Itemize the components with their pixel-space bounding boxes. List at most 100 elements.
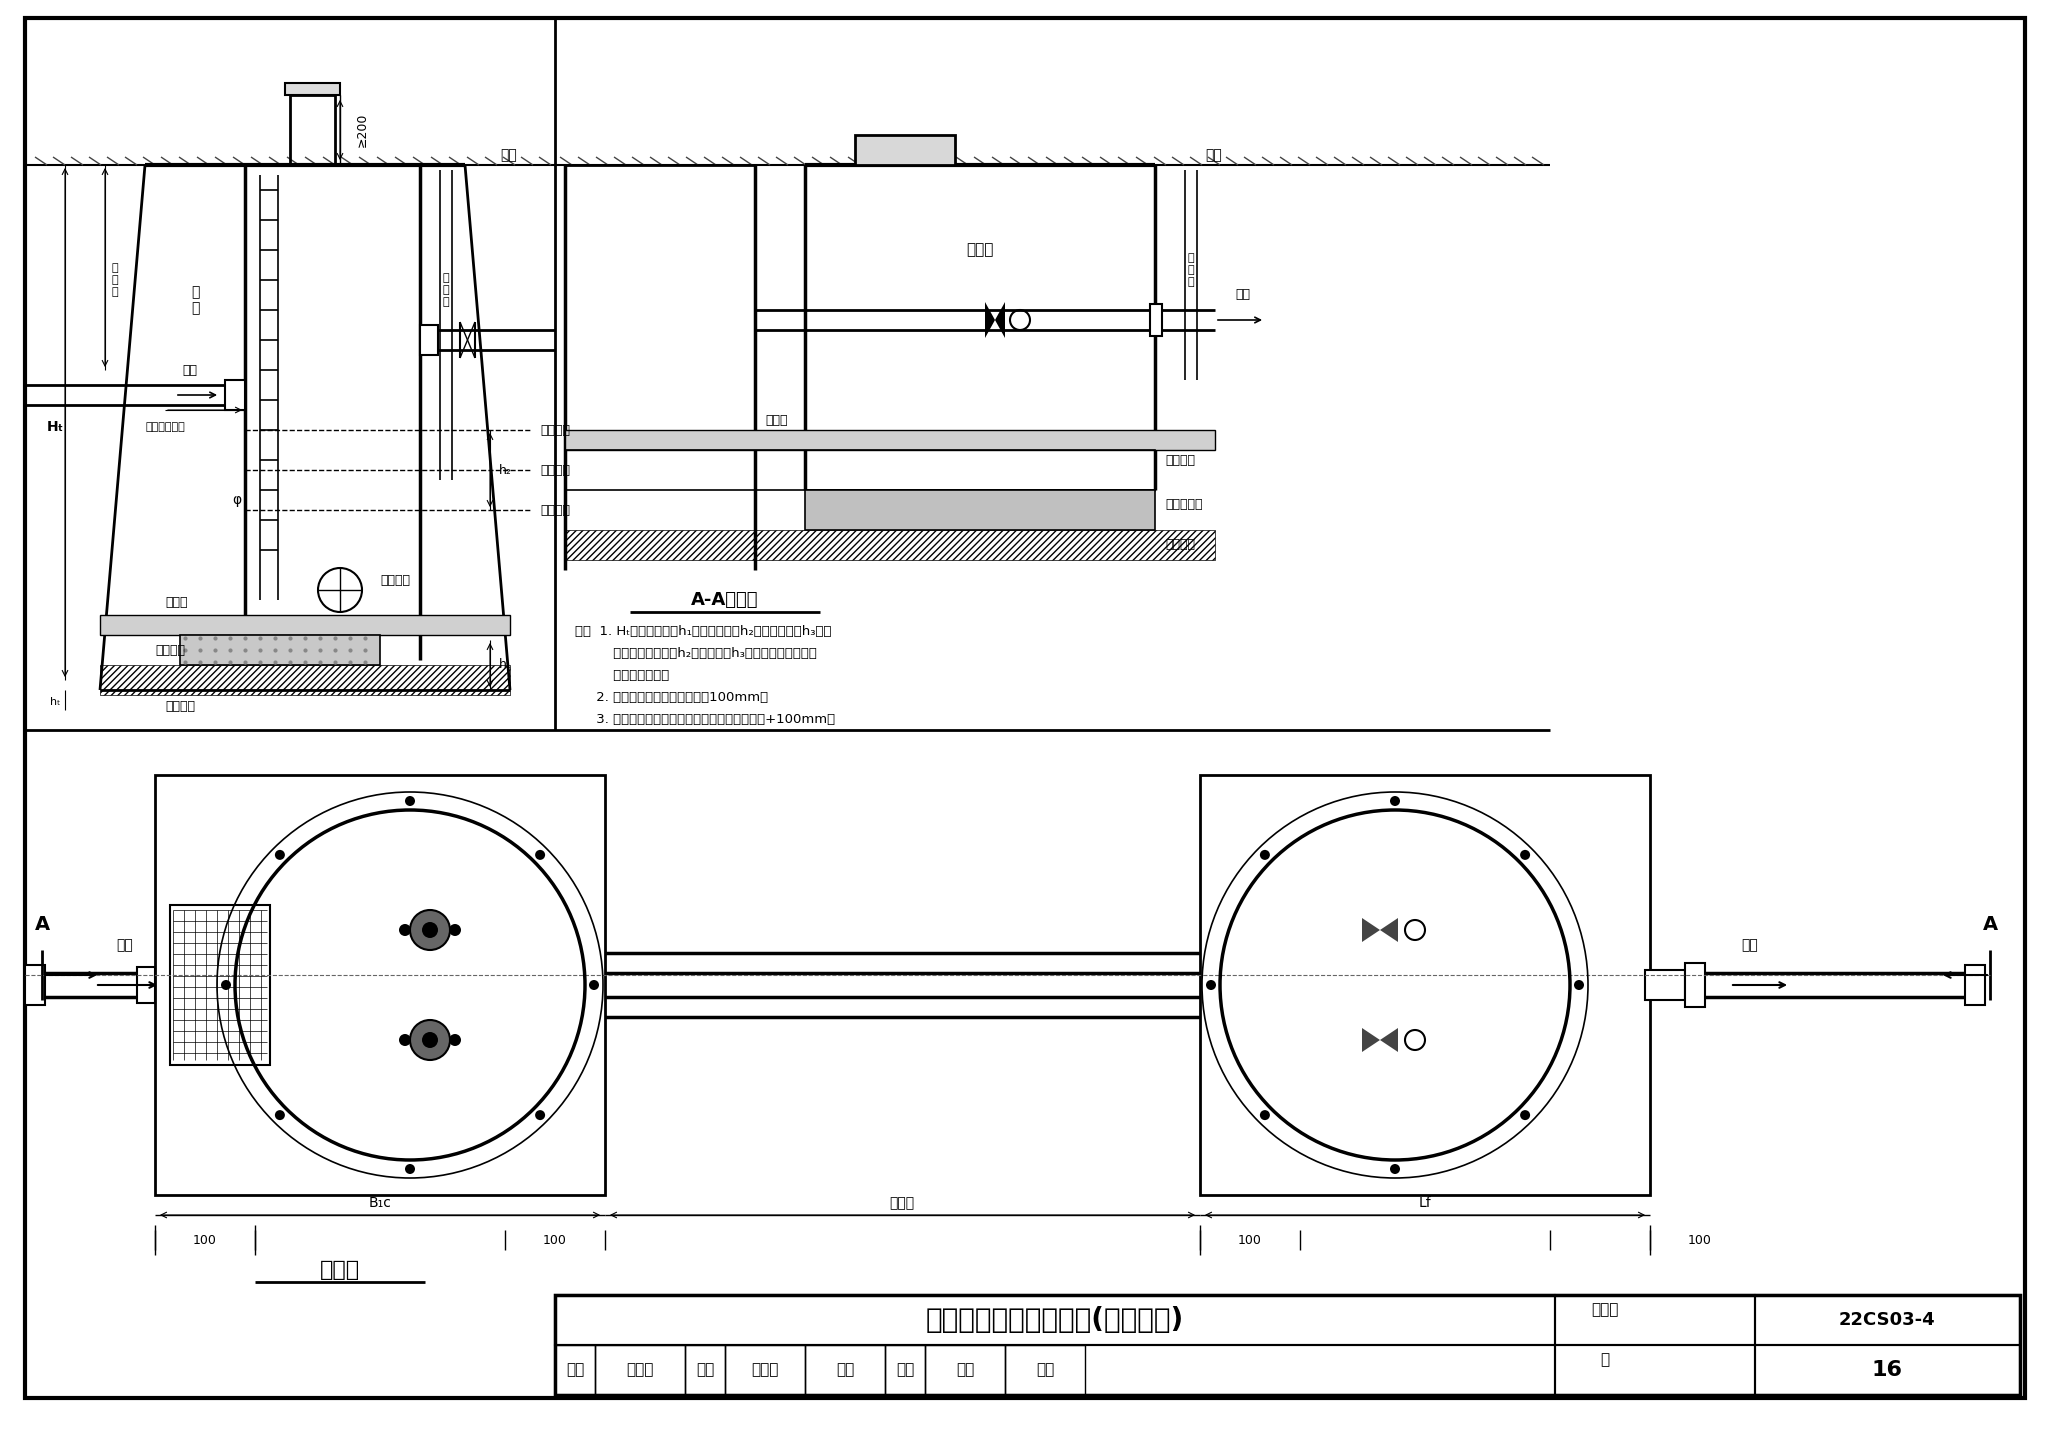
Polygon shape bbox=[985, 302, 1006, 338]
Circle shape bbox=[274, 1111, 285, 1121]
Text: Lf: Lf bbox=[1419, 1196, 1432, 1210]
Circle shape bbox=[449, 924, 461, 936]
Text: 筒体基础: 筒体基础 bbox=[156, 643, 184, 656]
Circle shape bbox=[399, 924, 412, 936]
Text: A: A bbox=[1982, 915, 1997, 934]
Polygon shape bbox=[1362, 1028, 1399, 1053]
Text: 平面图: 平面图 bbox=[319, 1259, 360, 1280]
Bar bbox=[1554, 1296, 1755, 1345]
Text: 进水管底标高: 进水管底标高 bbox=[145, 422, 184, 432]
Text: 进水: 进水 bbox=[182, 363, 197, 376]
Circle shape bbox=[406, 795, 416, 805]
Bar bbox=[885, 1345, 926, 1395]
Circle shape bbox=[449, 1034, 461, 1045]
Bar bbox=[420, 325, 438, 356]
Bar bbox=[725, 1345, 805, 1395]
Text: hₜ: hₜ bbox=[49, 697, 59, 707]
Text: 液位仅为示意。: 液位仅为示意。 bbox=[575, 669, 670, 683]
Text: 报警液位: 报警液位 bbox=[541, 424, 569, 437]
Text: 阀门井: 阀门井 bbox=[967, 243, 993, 257]
Text: 保护层: 保护层 bbox=[766, 414, 788, 427]
Circle shape bbox=[535, 850, 545, 860]
Text: 阀门井基础: 阀门井基础 bbox=[1165, 499, 1202, 512]
Text: φ: φ bbox=[231, 493, 242, 508]
Text: 基础垫层: 基础垫层 bbox=[1165, 538, 1194, 551]
Bar bbox=[25, 964, 45, 1005]
Bar bbox=[565, 531, 1214, 560]
Bar bbox=[1200, 775, 1651, 1194]
Text: 22CS03-4: 22CS03-4 bbox=[1839, 1312, 1935, 1329]
Bar bbox=[854, 134, 954, 165]
Circle shape bbox=[399, 1034, 412, 1045]
Circle shape bbox=[1260, 850, 1270, 860]
Circle shape bbox=[410, 910, 451, 950]
Text: 3. 停泵液位一般采用潜水泵最小保护液位高度+100mm。: 3. 停泵液位一般采用潜水泵最小保护液位高度+100mm。 bbox=[575, 713, 836, 726]
Circle shape bbox=[1575, 980, 1583, 991]
Polygon shape bbox=[1362, 918, 1399, 941]
Bar bbox=[1686, 963, 1706, 1006]
Text: 地面: 地面 bbox=[500, 147, 516, 162]
Bar bbox=[555, 1296, 2019, 1395]
Bar bbox=[100, 615, 510, 635]
Text: B₁c: B₁c bbox=[369, 1196, 391, 1210]
Text: 杜富强: 杜富强 bbox=[627, 1362, 653, 1378]
Circle shape bbox=[410, 1019, 451, 1060]
Circle shape bbox=[535, 1111, 545, 1121]
Circle shape bbox=[1391, 795, 1401, 805]
Bar bbox=[805, 1345, 885, 1395]
Text: 仪
表
管: 仪 表 管 bbox=[1188, 253, 1194, 286]
Circle shape bbox=[221, 980, 231, 991]
Bar bbox=[684, 1345, 725, 1395]
Bar bbox=[170, 905, 270, 1066]
Bar bbox=[180, 635, 381, 665]
Text: 2. 报警液位一般比最高液位高100mm。: 2. 报警液位一般比最高液位高100mm。 bbox=[575, 691, 768, 704]
Text: 页: 页 bbox=[1599, 1352, 1610, 1368]
Text: 二次浇筑: 二次浇筑 bbox=[381, 574, 410, 587]
Text: 校对: 校对 bbox=[696, 1362, 715, 1378]
Text: 100: 100 bbox=[1239, 1233, 1262, 1246]
Bar bbox=[555, 1345, 1554, 1395]
Text: 100: 100 bbox=[1688, 1233, 1712, 1246]
Text: 一体化预制泵站安装图(有阀门井): 一体化预制泵站安装图(有阀门井) bbox=[926, 1306, 1184, 1335]
Text: 泵
站: 泵 站 bbox=[190, 285, 199, 315]
Text: 最高液位: 最高液位 bbox=[541, 464, 569, 477]
Bar bbox=[1006, 1345, 1085, 1395]
Text: 设计定: 设计定 bbox=[889, 1196, 915, 1210]
Bar bbox=[555, 1345, 596, 1395]
Bar bbox=[156, 775, 604, 1194]
Text: 王姐: 王姐 bbox=[1036, 1362, 1055, 1378]
Circle shape bbox=[1206, 980, 1217, 991]
Bar bbox=[1755, 1345, 2019, 1395]
Bar bbox=[1554, 1345, 1755, 1395]
Bar bbox=[565, 429, 1214, 450]
Text: 图集号: 图集号 bbox=[1591, 1303, 1618, 1317]
Text: h₂: h₂ bbox=[498, 464, 512, 477]
Text: 停泵液位: 停泵液位 bbox=[541, 503, 569, 516]
Circle shape bbox=[274, 850, 285, 860]
Text: Hₜ: Hₜ bbox=[47, 419, 63, 434]
Circle shape bbox=[1520, 1111, 1530, 1121]
Text: 100: 100 bbox=[193, 1233, 217, 1246]
Text: 基础垫层: 基础垫层 bbox=[166, 700, 195, 713]
Bar bbox=[926, 1345, 1006, 1395]
Bar bbox=[565, 450, 1155, 490]
Text: A-A剖面图: A-A剖面图 bbox=[692, 591, 758, 609]
Circle shape bbox=[1260, 1111, 1270, 1121]
Text: 保护层: 保护层 bbox=[166, 597, 188, 610]
Bar bbox=[1151, 304, 1161, 335]
Bar bbox=[555, 1296, 1554, 1345]
Bar bbox=[100, 665, 510, 696]
Circle shape bbox=[590, 980, 598, 991]
Bar bbox=[805, 490, 1155, 531]
Text: 液
计
定: 液 计 定 bbox=[113, 263, 119, 296]
Text: 地面: 地面 bbox=[1204, 147, 1223, 162]
Text: 注：  1. Hₜ为筒体高度，h₁为基础高度，h₂为停泵液位，h₃为最: 注： 1. Hₜ为筒体高度，h₁为基础高度，h₂为停泵液位，h₃为最 bbox=[575, 625, 831, 638]
Text: 进水: 进水 bbox=[117, 938, 133, 951]
Text: 100: 100 bbox=[543, 1233, 567, 1246]
Text: 出水: 出水 bbox=[1235, 289, 1249, 302]
Circle shape bbox=[422, 923, 438, 938]
Circle shape bbox=[406, 1164, 416, 1174]
Text: 16: 16 bbox=[1872, 1361, 1903, 1379]
Text: 出水: 出水 bbox=[1741, 938, 1759, 951]
Circle shape bbox=[1520, 850, 1530, 860]
